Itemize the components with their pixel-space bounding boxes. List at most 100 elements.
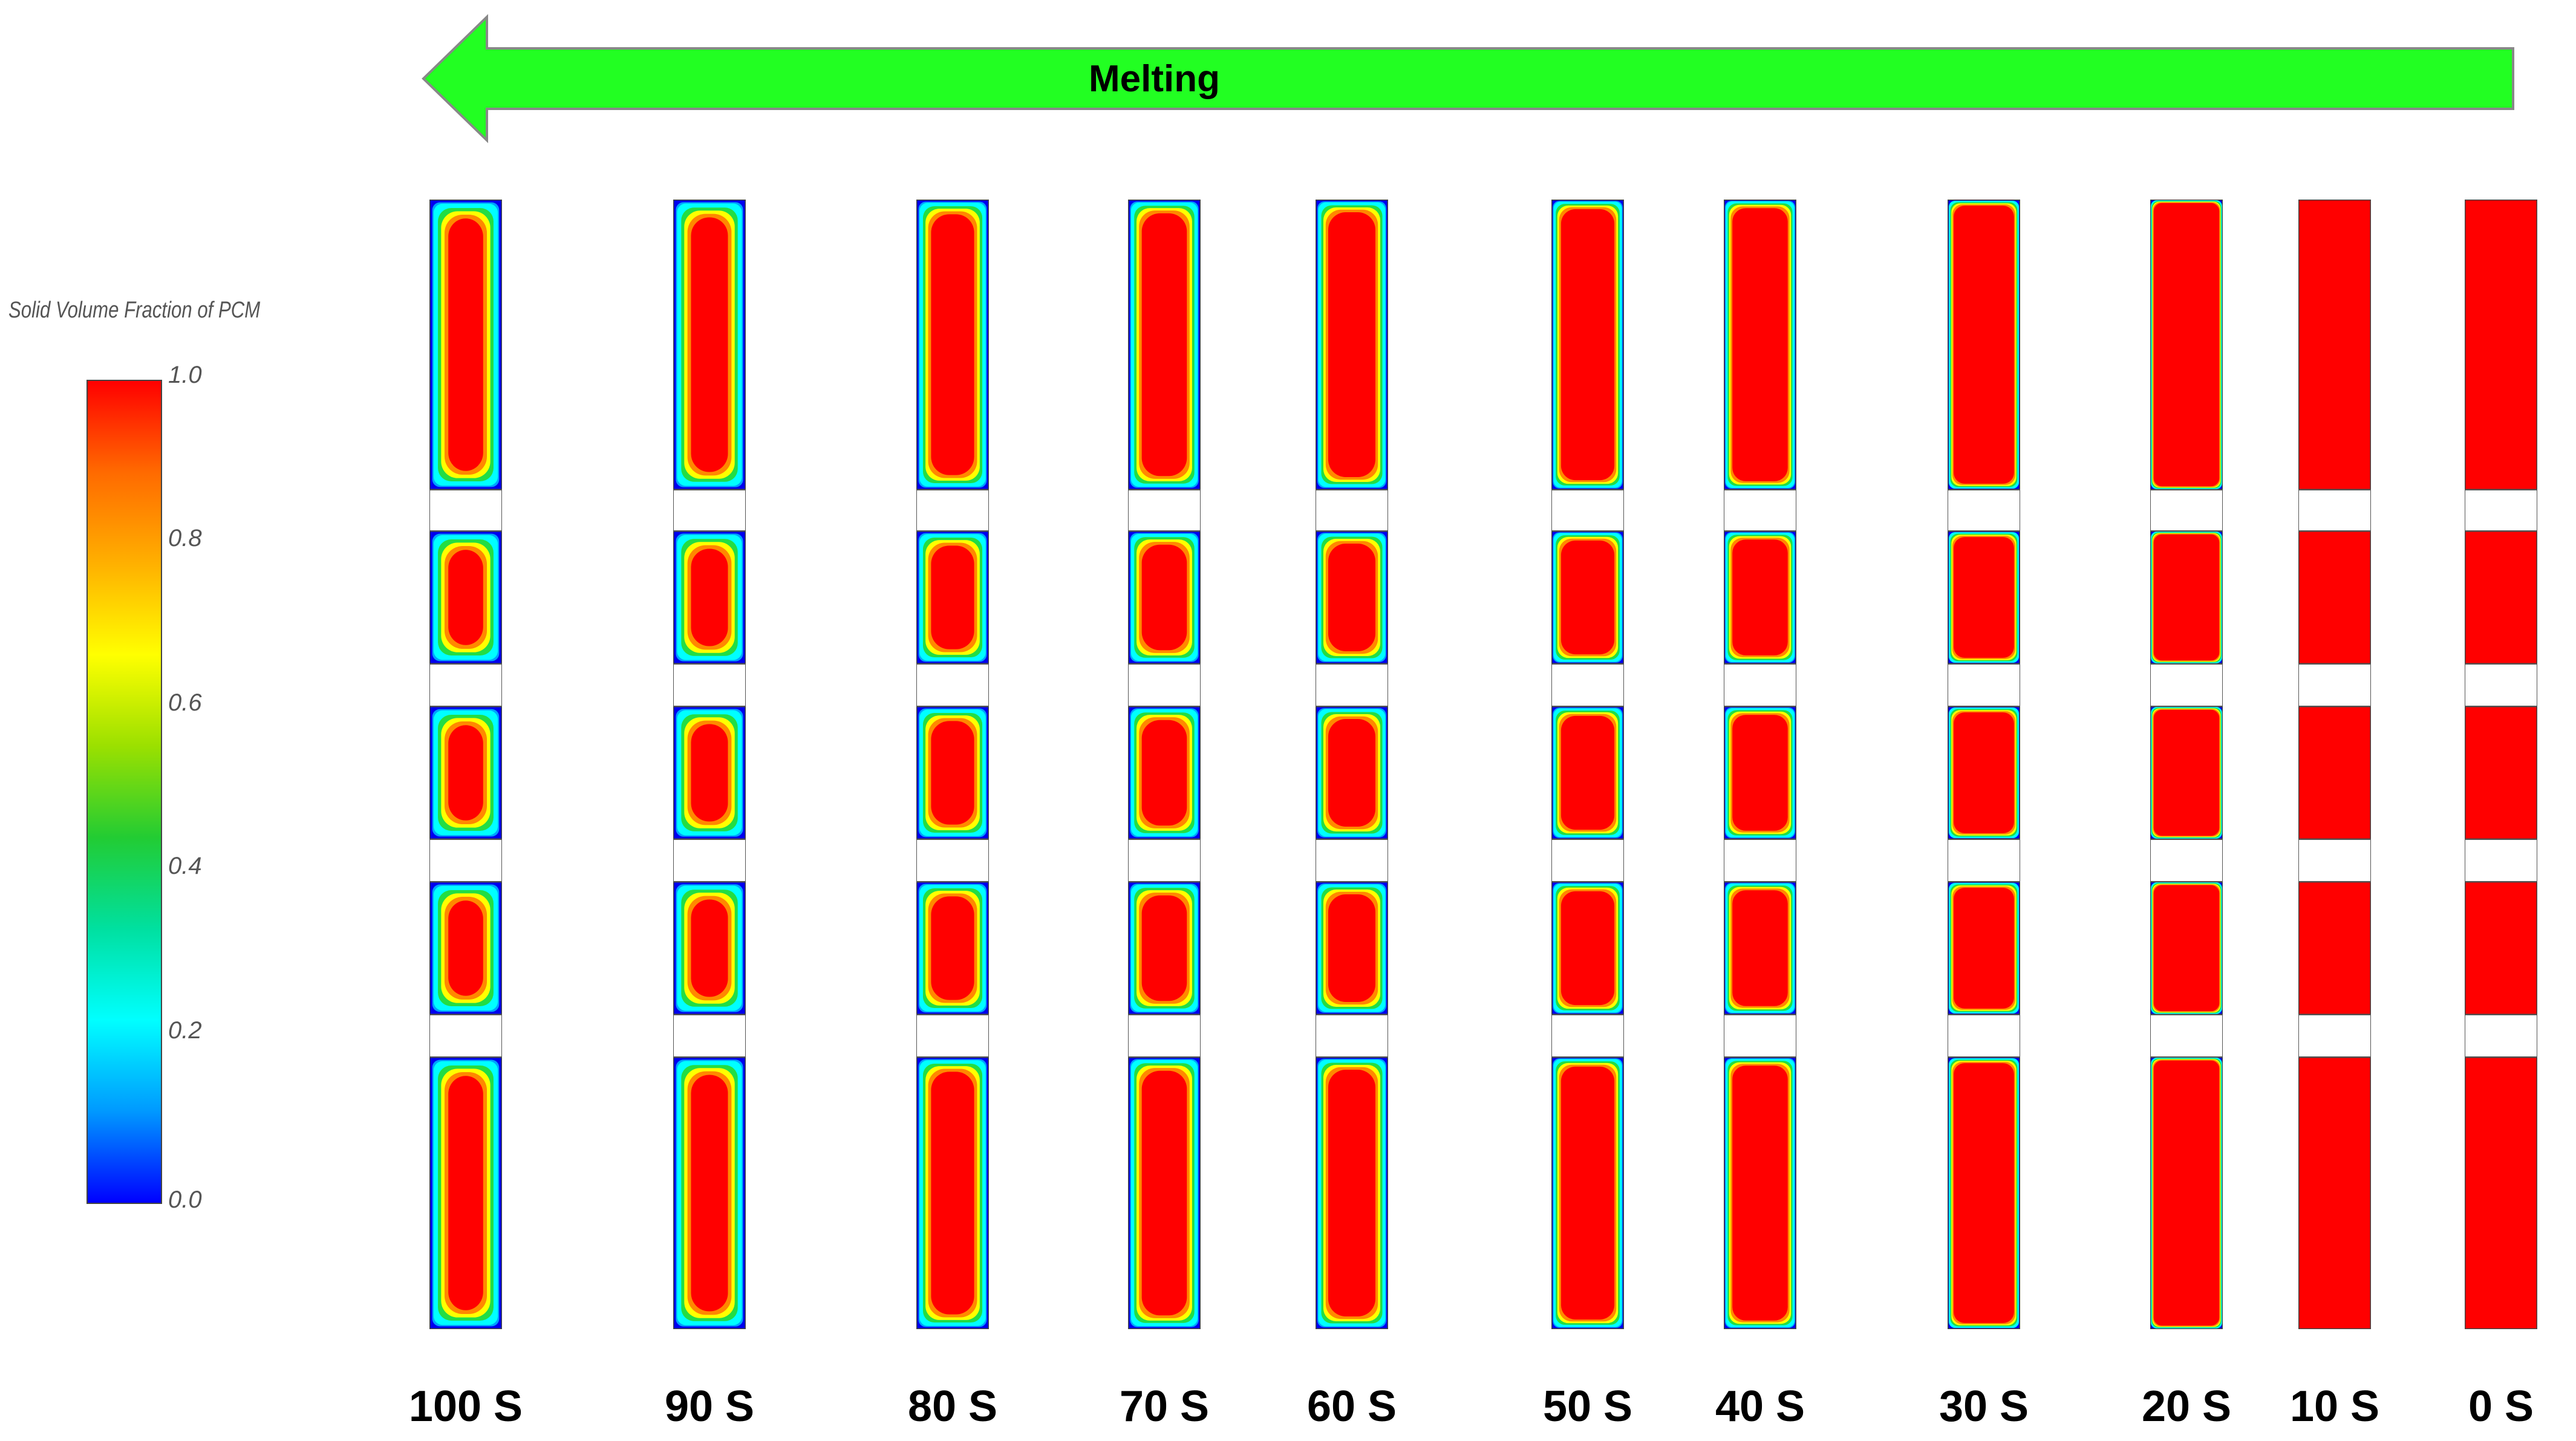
contour-panel: [428, 198, 503, 1330]
melting-arrow: [422, 14, 2514, 143]
time-label: 50 S: [1542, 1382, 1633, 1431]
contour-band: [1141, 720, 1187, 826]
spacer-gap: [1127, 839, 1201, 882]
pcm-segment: [2297, 1056, 2372, 1330]
contour-band: [2153, 885, 2220, 1012]
time-label: 100 S: [408, 1382, 523, 1431]
spacer-gap: [673, 663, 746, 707]
contour-band: [931, 721, 974, 825]
contour-panel: [1550, 198, 1625, 1330]
contour-panel: [1127, 198, 1202, 1330]
time-label: 30 S: [1939, 1382, 2029, 1431]
contour-band: [1328, 894, 1375, 1002]
contour-svg: [1314, 198, 1389, 1330]
contour-panel: [2297, 198, 2372, 1330]
contour-svg: [2149, 198, 2224, 1330]
legend-tick-label: 0.0: [168, 1186, 202, 1213]
contour-band: [1732, 539, 1788, 655]
contour-band: [1328, 212, 1375, 477]
spacer-gap: [2150, 663, 2223, 707]
spacer-gap: [429, 839, 503, 882]
contour-svg: [1127, 198, 1202, 1330]
contour-band: [2153, 709, 2220, 836]
spacer-gap: [1723, 839, 1797, 882]
contour-svg: [2297, 198, 2372, 1330]
contour-panel: [2149, 198, 2224, 1330]
contour-band: [1141, 213, 1187, 477]
spacer-gap: [1723, 489, 1797, 532]
contour-band: [448, 550, 483, 645]
pcm-segment: [2297, 198, 2372, 491]
contour-svg: [2464, 198, 2539, 1330]
contour-band: [1954, 537, 2014, 658]
pcm-segment: [2464, 705, 2539, 841]
contour-band: [691, 548, 728, 646]
spacer-gap: [2298, 839, 2372, 882]
contour-band: [448, 725, 483, 821]
legend-tick-label: 0.4: [168, 853, 202, 879]
time-label: 0 S: [2468, 1382, 2534, 1431]
spacer-gap: [2150, 1014, 2223, 1058]
legend-tick-label: 0.8: [168, 525, 202, 551]
contour-band: [448, 1076, 483, 1310]
spacer-gap: [916, 663, 990, 707]
contour-band: [1732, 1065, 1788, 1321]
legend-tick-label: 1.0: [168, 362, 202, 388]
contour-band: [1732, 715, 1788, 831]
contour-band: [931, 1072, 974, 1315]
spacer-gap: [2464, 1014, 2538, 1058]
spacer-gap: [2464, 839, 2538, 882]
spacer-gap: [1947, 663, 2021, 707]
contour-svg: [1946, 198, 2021, 1330]
contour-panel: [2464, 198, 2539, 1330]
time-label: 40 S: [1715, 1382, 1805, 1431]
pcm-segment: [2464, 198, 2539, 491]
spacer-gap: [1947, 1014, 2021, 1058]
spacer-gap: [1947, 489, 2021, 532]
spacer-gap: [2298, 663, 2372, 707]
contour-band: [1954, 1063, 2014, 1323]
spacer-gap: [429, 489, 503, 532]
contour-band: [1560, 891, 1615, 1006]
spacer-gap: [1127, 663, 1201, 707]
contour-band: [1560, 209, 1615, 481]
legend-title: Solid Volume Fraction of PCM: [8, 298, 261, 323]
contour-band: [1954, 888, 2014, 1009]
spacer-gap: [2298, 489, 2372, 532]
pcm-segment: [2464, 880, 2539, 1016]
contour-band: [448, 218, 483, 471]
contour-band: [1141, 544, 1187, 651]
contour-band: [931, 214, 974, 475]
spacer-gap: [1315, 663, 1389, 707]
contour-band: [691, 724, 728, 822]
time-label: 60 S: [1306, 1382, 1397, 1431]
spacer-gap: [2150, 489, 2223, 532]
time-label: 90 S: [664, 1382, 755, 1431]
time-label: 70 S: [1119, 1382, 1210, 1431]
spacer-gap: [916, 489, 990, 532]
spacer-gap: [916, 1014, 990, 1058]
time-label: 10 S: [2289, 1382, 2380, 1431]
contour-band: [1328, 1070, 1375, 1316]
pcm-segment: [2297, 705, 2372, 841]
contour-band: [1560, 715, 1615, 830]
contour-band: [691, 1075, 728, 1312]
spacer-gap: [2464, 489, 2538, 532]
time-label: 20 S: [2141, 1382, 2232, 1431]
spacer-gap: [673, 1014, 746, 1058]
spacer-gap: [429, 663, 503, 707]
spacer-gap: [673, 489, 746, 532]
contour-band: [1560, 1066, 1615, 1320]
spacer-gap: [1315, 1014, 1389, 1058]
contour-band: [2153, 203, 2220, 487]
legend-colorbar: [86, 380, 162, 1204]
spacer-gap: [2298, 1014, 2372, 1058]
spacer-gap: [429, 1014, 503, 1058]
contour-band: [1954, 712, 2014, 833]
spacer-gap: [1127, 489, 1201, 532]
pcm-segment: [2297, 530, 2372, 665]
contour-band: [2153, 534, 2220, 661]
contour-svg: [672, 198, 747, 1330]
contour-panel: [915, 198, 990, 1330]
